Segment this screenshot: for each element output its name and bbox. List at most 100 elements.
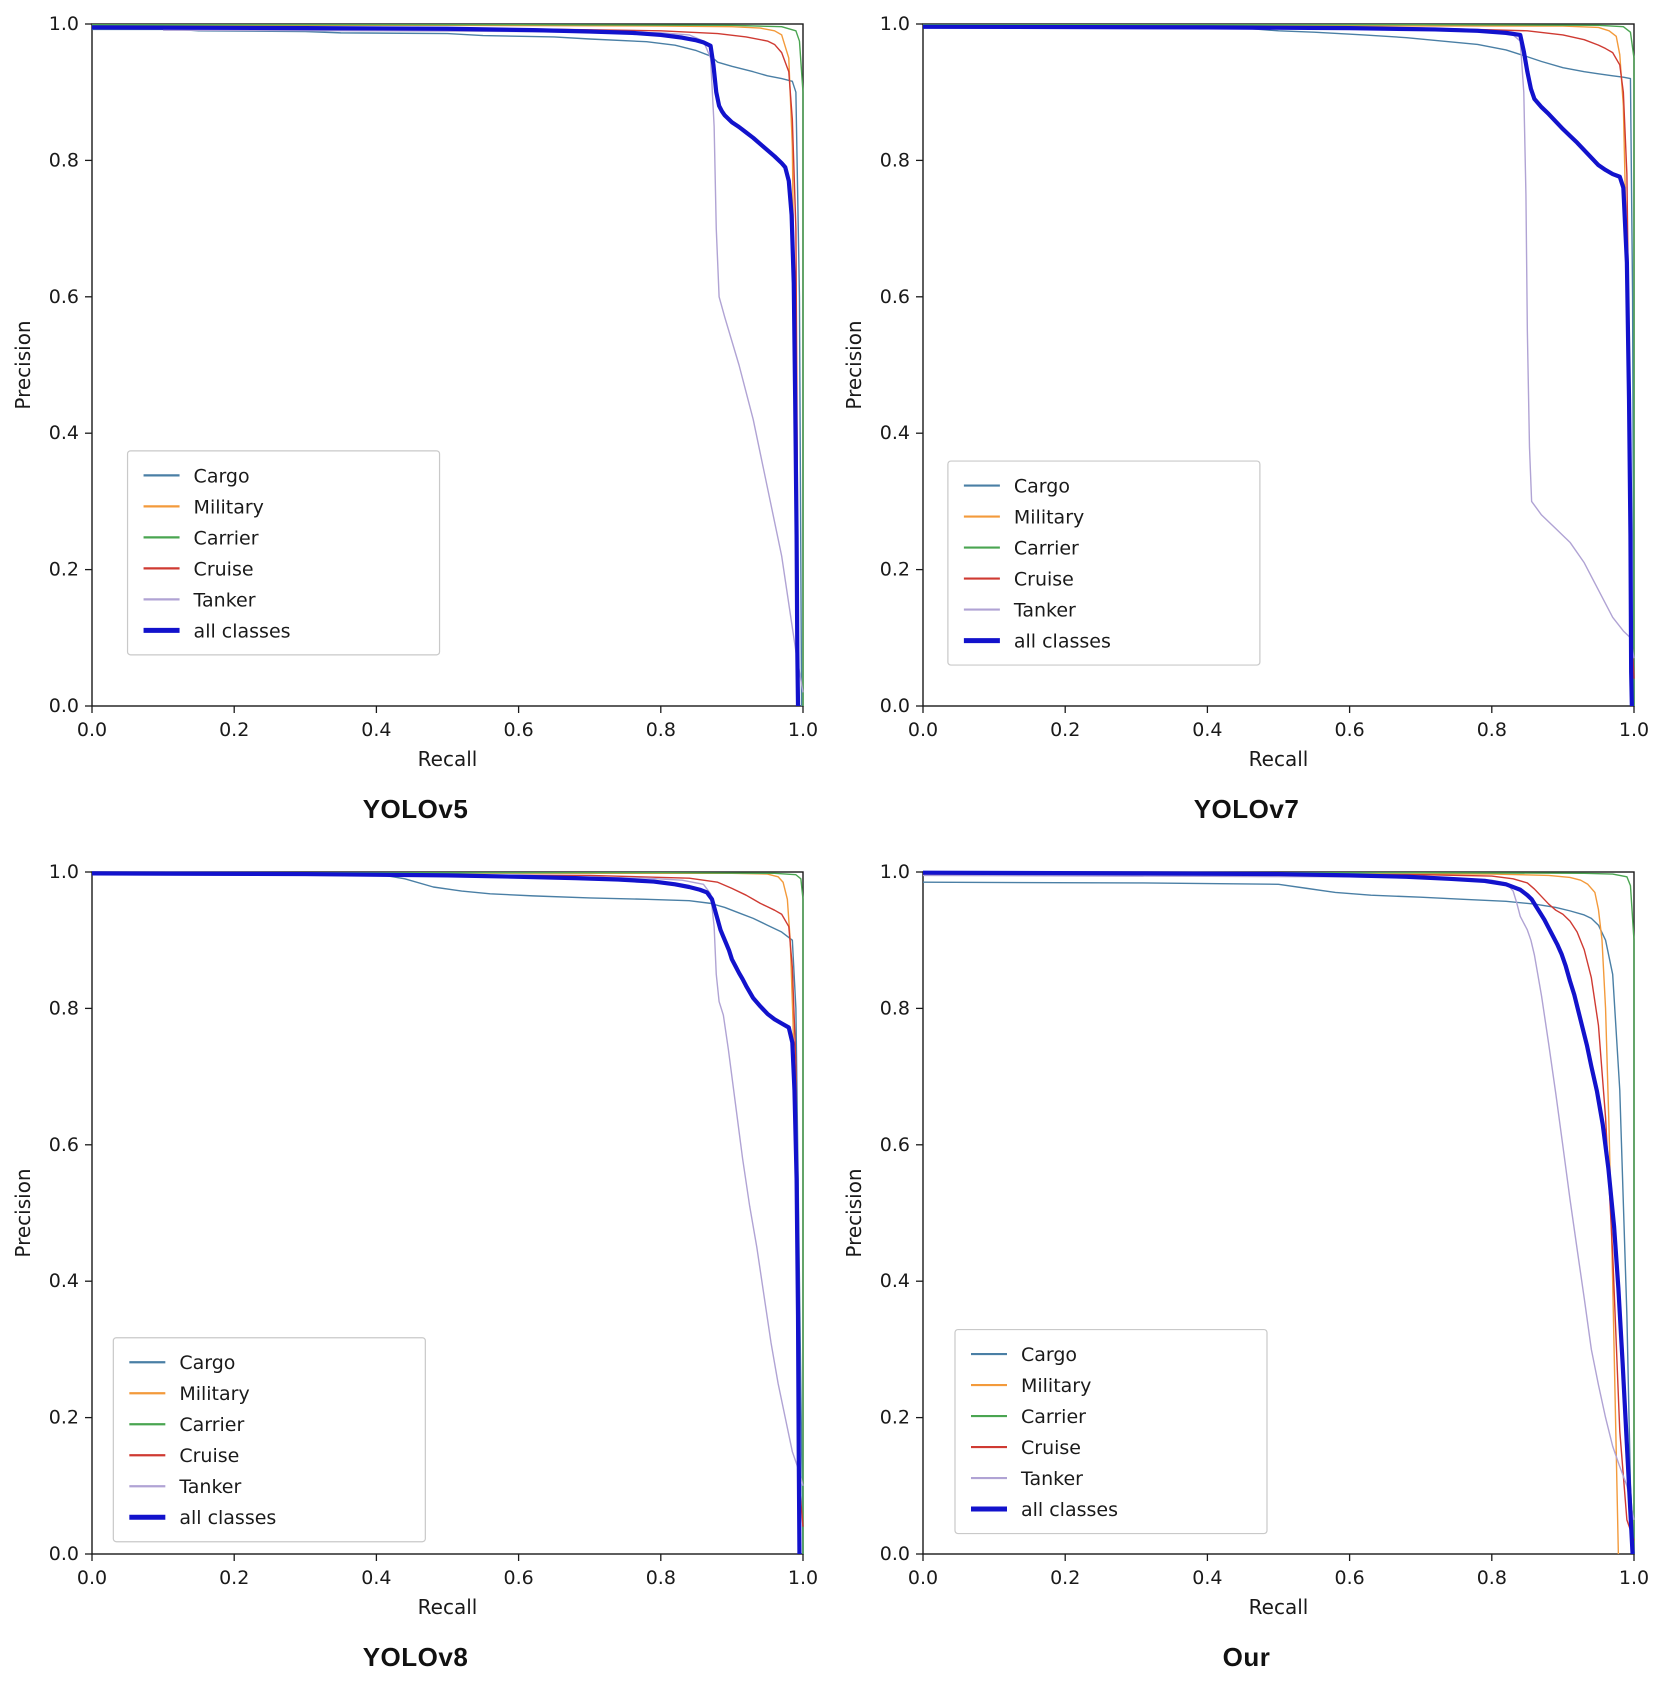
y-tick-label: 0.0 bbox=[880, 1543, 910, 1565]
pr-curve-plot-yolov5: 0.0 0.2 0.4 0.6 0.8 1.0 0.0 0.2 0.4 0.6 0.8 1.0 Reca… bbox=[11, 13, 818, 771]
y-tick-label: 1.0 bbox=[880, 13, 910, 35]
legend-box bbox=[126, 450, 441, 656]
legend-label-cargo: Cargo bbox=[1021, 1344, 1077, 1366]
x-tick-label: 0.4 bbox=[1192, 1567, 1222, 1589]
legend-label-cruise: Cruise bbox=[194, 558, 254, 580]
legend-label-carrier: Carrier bbox=[1021, 1406, 1086, 1428]
pr-curve-plot-our: 0.0 0.2 0.4 0.6 0.8 1.0 0.0 0.2 0.4 0.6 0.8 1.0 Reca… bbox=[842, 861, 1649, 1619]
legend-box bbox=[954, 1328, 1268, 1535]
x-tick-label: 0.2 bbox=[219, 1567, 249, 1589]
legend-label-cruise: Cruise bbox=[1014, 569, 1074, 591]
x-tick-label: 0.0 bbox=[77, 1567, 107, 1589]
y-axis-label: Precision bbox=[842, 1168, 866, 1257]
x-tick-label: 0.0 bbox=[908, 719, 938, 741]
y-tick-label: 0.6 bbox=[880, 286, 910, 308]
x-tick-label: 0.2 bbox=[1050, 719, 1080, 741]
legend-label-all-classes: all classes bbox=[179, 1507, 276, 1529]
y-tick-label: 0.4 bbox=[49, 1270, 79, 1292]
legend-label-tanker: Tanker bbox=[178, 1476, 241, 1498]
y-tick-label: 0.4 bbox=[49, 422, 79, 444]
x-tick-label: 0.8 bbox=[1477, 719, 1507, 741]
y-tick-label: 1.0 bbox=[49, 13, 79, 35]
legend-label-tanker: Tanker bbox=[1020, 1468, 1083, 1490]
y-tick-label: 0.4 bbox=[880, 422, 910, 444]
x-axis-label: Recall bbox=[418, 1595, 478, 1619]
legend-label-military: Military bbox=[194, 496, 264, 518]
x-axis-label: Recall bbox=[1249, 747, 1309, 771]
panel-our: 0.0 0.2 0.4 0.6 0.8 1.0 0.0 0.2 0.4 0.6 0.8 1.0 Reca… bbox=[831, 848, 1662, 1696]
y-tick-label: 1.0 bbox=[49, 861, 79, 883]
legend-label-all-classes: all classes bbox=[194, 620, 291, 642]
legend-box bbox=[112, 1337, 426, 1543]
chart-title-yolov8: YOLOv8 bbox=[362, 1642, 469, 1672]
x-tick-label: 0.6 bbox=[503, 1567, 533, 1589]
chart-yolov7: 0.0 0.2 0.4 0.6 0.8 1.0 0.0 0.2 0.4 0.6 0.8 1.0 Reca… bbox=[831, 6, 1662, 792]
panel-yolov7: 0.0 0.2 0.4 0.6 0.8 1.0 0.0 0.2 0.4 0.6 0.8 1.0 Reca… bbox=[831, 0, 1662, 848]
legend-label-carrier: Carrier bbox=[1014, 538, 1079, 560]
series-line-cargo bbox=[922, 26, 1635, 707]
y-tick-label: 0.8 bbox=[49, 997, 79, 1019]
legend: Cargo Military Carrier Cruise Tanker all clas… bbox=[954, 1328, 1268, 1535]
legend-label-military: Military bbox=[1014, 507, 1084, 529]
legend-label-cruise: Cruise bbox=[1021, 1437, 1081, 1459]
legend-label-cargo: Cargo bbox=[179, 1352, 235, 1374]
x-tick-label: 0.6 bbox=[503, 719, 533, 741]
legend-label-cargo: Cargo bbox=[194, 465, 250, 487]
legend-label-all-classes: all classes bbox=[1014, 631, 1111, 653]
legend-label-military: Military bbox=[179, 1383, 249, 1405]
x-tick-label: 1.0 bbox=[1619, 719, 1649, 741]
series-line-cargo bbox=[922, 881, 1635, 1555]
y-tick-label: 0.4 bbox=[880, 1270, 910, 1292]
x-tick-label: 0.4 bbox=[361, 1567, 391, 1589]
legend-label-all-classes: all classes bbox=[1021, 1499, 1118, 1521]
x-tick-label: 0.0 bbox=[908, 1567, 938, 1589]
legend-label-carrier: Carrier bbox=[179, 1414, 244, 1436]
chart-yolov8: 0.0 0.2 0.4 0.6 0.8 1.0 0.0 0.2 0.4 0.6 0.8 1.0 Reca… bbox=[0, 854, 831, 1640]
chart-yolov5: 0.0 0.2 0.4 0.6 0.8 1.0 0.0 0.2 0.4 0.6 0.8 1.0 Reca… bbox=[0, 6, 831, 792]
pr-curve-plot-yolov8: 0.0 0.2 0.4 0.6 0.8 1.0 0.0 0.2 0.4 0.6 0.8 1.0 Reca… bbox=[11, 861, 818, 1619]
series-line-cruise bbox=[91, 26, 799, 707]
legend-label-cargo: Cargo bbox=[1014, 476, 1070, 498]
x-tick-label: 0.8 bbox=[646, 1567, 676, 1589]
chart-title-yolov7: YOLOv7 bbox=[1193, 794, 1300, 824]
series-line-tanker bbox=[91, 874, 804, 1486]
y-tick-label: 0.6 bbox=[49, 286, 79, 308]
x-tick-label: 0.2 bbox=[219, 719, 249, 741]
y-axis-label: Precision bbox=[842, 320, 866, 409]
y-tick-label: 0.8 bbox=[880, 997, 910, 1019]
series-line-all-classes bbox=[91, 25, 801, 707]
x-tick-label: 0.6 bbox=[1334, 719, 1364, 741]
y-axis-label: Precision bbox=[11, 320, 35, 409]
y-tick-label: 0.8 bbox=[880, 149, 910, 171]
series-line-all-classes bbox=[922, 24, 1634, 707]
x-tick-label: 0.8 bbox=[646, 719, 676, 741]
y-tick-label: 0.0 bbox=[49, 695, 79, 717]
series-line-carrier bbox=[92, 23, 804, 706]
x-tick-label: 1.0 bbox=[1619, 1567, 1649, 1589]
pr-curve-plot-yolov7: 0.0 0.2 0.4 0.6 0.8 1.0 0.0 0.2 0.4 0.6 0.8 1.0 Reca… bbox=[842, 13, 1649, 771]
series-line-carrier bbox=[923, 23, 1635, 706]
y-tick-label: 0.0 bbox=[49, 1543, 79, 1565]
series-line-carrier bbox=[923, 871, 1635, 1554]
x-tick-label: 0.4 bbox=[1192, 719, 1222, 741]
chart-title-our: Our bbox=[1222, 1642, 1271, 1672]
legend: Cargo Military Carrier Cruise Tanker all clas… bbox=[947, 460, 1261, 666]
legend-label-tanker: Tanker bbox=[1013, 600, 1076, 622]
legend-label-tanker: Tanker bbox=[193, 589, 256, 611]
y-tick-label: 0.2 bbox=[49, 559, 79, 581]
y-tick-label: 0.8 bbox=[49, 149, 79, 171]
y-tick-label: 0.2 bbox=[880, 1407, 910, 1429]
series-line-cargo bbox=[92, 28, 803, 707]
y-axis-label: Precision bbox=[11, 1168, 35, 1257]
legend-label-military: Military bbox=[1021, 1375, 1091, 1397]
x-tick-label: 1.0 bbox=[788, 1567, 818, 1589]
legend: Cargo Military Carrier Cruise Tanker all clas… bbox=[112, 1337, 426, 1543]
x-tick-label: 0.8 bbox=[1477, 1567, 1507, 1589]
x-tick-label: 0.6 bbox=[1334, 1567, 1364, 1589]
x-tick-label: 0.2 bbox=[1050, 1567, 1080, 1589]
x-tick-label: 0.4 bbox=[361, 719, 391, 741]
chart-our: 0.0 0.2 0.4 0.6 0.8 1.0 0.0 0.2 0.4 0.6 0.8 1.0 Reca… bbox=[831, 854, 1662, 1640]
y-tick-label: 0.6 bbox=[880, 1134, 910, 1156]
y-tick-label: 1.0 bbox=[880, 861, 910, 883]
